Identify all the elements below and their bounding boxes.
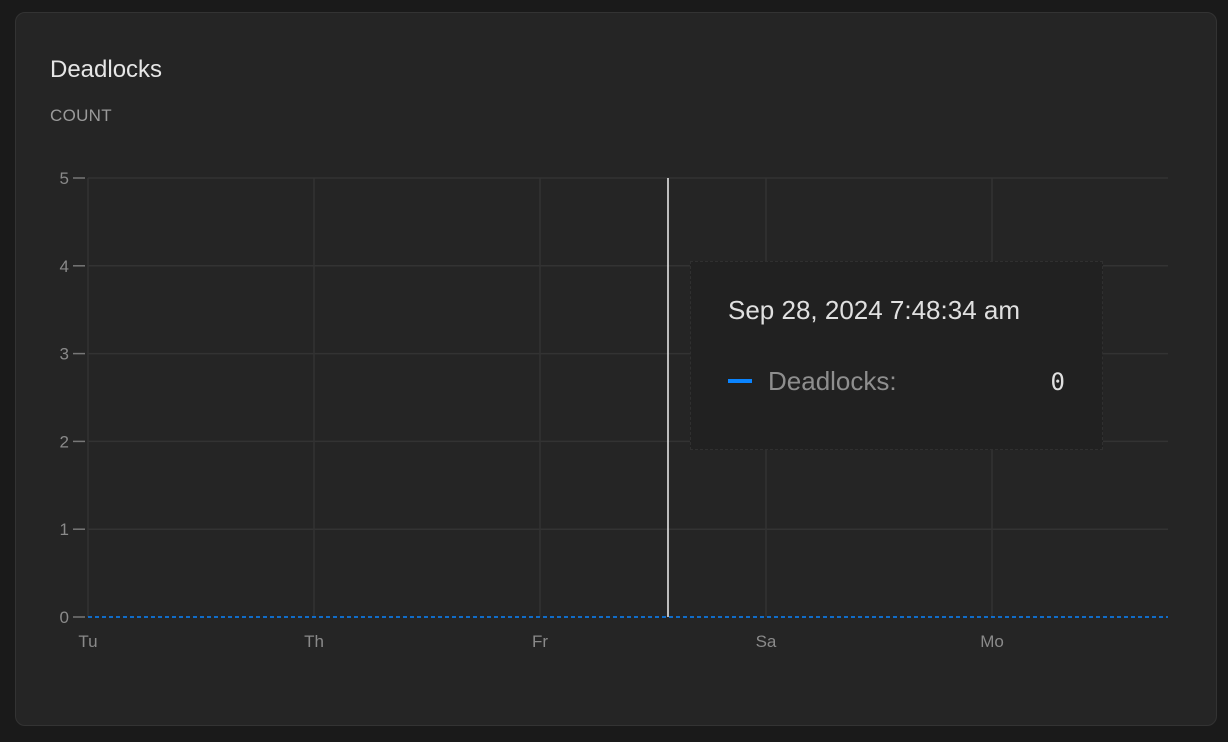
y-tick-label: 4	[60, 257, 69, 276]
x-tick-label: Tu	[78, 632, 97, 651]
series-swatch-icon	[728, 379, 752, 383]
x-tick-label: Mo	[980, 632, 1004, 651]
y-tick-label: 0	[60, 608, 69, 627]
x-tick-label: Th	[304, 632, 324, 651]
y-axis-unit-label: COUNT	[50, 106, 112, 125]
tooltip-series-value: 0	[1050, 368, 1065, 396]
tooltip-timestamp: Sep 28, 2024 7:48:34 am	[728, 295, 1021, 325]
y-tick-label: 1	[60, 520, 69, 539]
hover-tooltip: Sep 28, 2024 7:48:34 am Deadlocks: 0	[690, 261, 1103, 450]
tooltip-series-label: Deadlocks:	[768, 366, 897, 396]
y-tick-label: 3	[60, 345, 69, 364]
y-tick-label: 5	[60, 169, 69, 188]
y-tick-label: 2	[60, 432, 69, 451]
chart-title: Deadlocks	[50, 56, 163, 83]
x-tick-label: Fr	[532, 632, 548, 651]
x-tick-label: Sa	[756, 632, 777, 651]
